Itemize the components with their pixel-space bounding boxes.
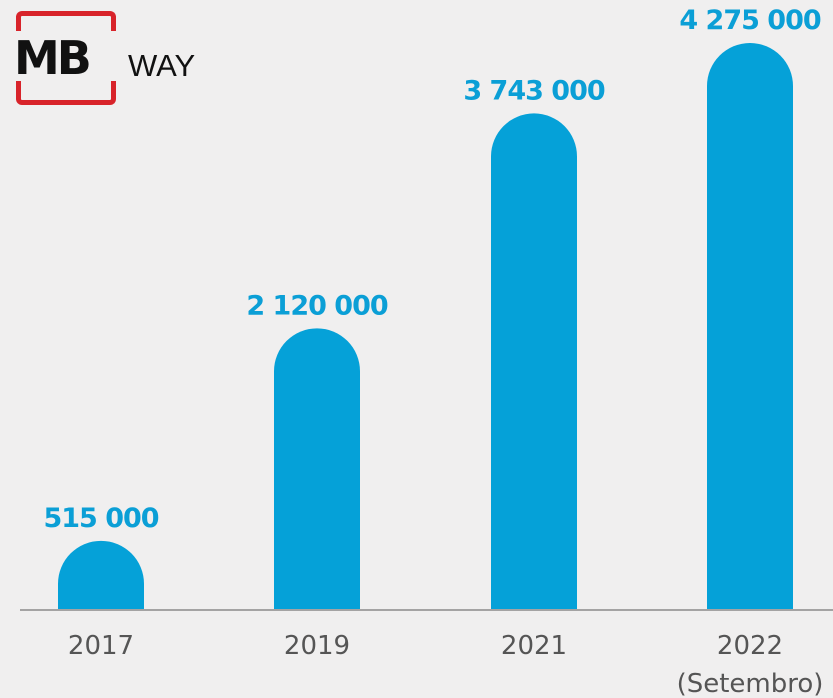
x-tick-label-2019: 2019 <box>284 631 350 661</box>
bar-2019 <box>274 328 360 609</box>
value-label-2017: 515 000 <box>43 503 158 534</box>
bar-2022 <box>707 43 793 609</box>
value-label-2021: 3 743 000 <box>463 75 605 106</box>
mbway-logo: MB WAY <box>14 11 214 109</box>
logo-frame-top <box>16 11 116 31</box>
bar-2021 <box>491 113 577 610</box>
bar-2017 <box>58 540 144 609</box>
x-tick-label-2021: 2021 <box>501 631 567 661</box>
x-tick-label-2017: 2017 <box>68 631 134 661</box>
x-tick-sublabel-2022: (Setembro) <box>677 669 824 698</box>
value-label-2019: 2 120 000 <box>246 290 388 321</box>
value-label-2022: 4 275 000 <box>679 5 821 36</box>
logo-way-text: WAY <box>128 48 196 83</box>
logo-mb-text: MB <box>14 31 92 85</box>
logo-frame-bottom <box>16 81 116 105</box>
x-tick-label-2022: 2022 <box>717 631 783 661</box>
